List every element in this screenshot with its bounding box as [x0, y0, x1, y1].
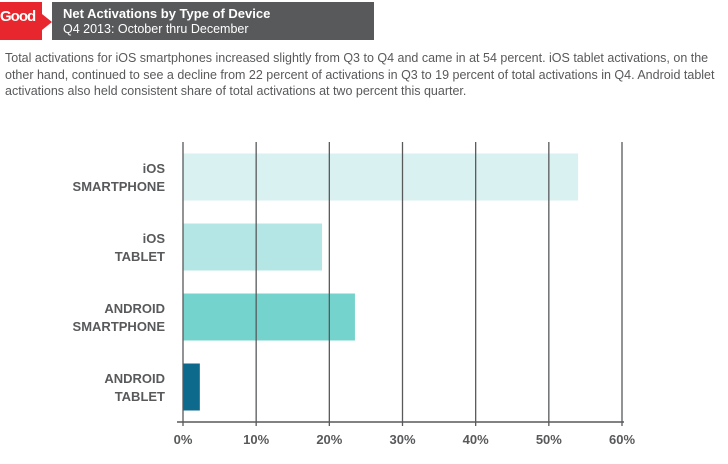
chart-subtitle: Q4 2013: October thru December	[63, 22, 249, 36]
x-tick-label-4: 40%	[463, 432, 489, 447]
category-label-3-line-1: TABLET	[115, 389, 165, 404]
title-bar: Net Activations by Type of Device Q4 201…	[52, 2, 374, 40]
bar-2	[183, 293, 355, 341]
category-label-3-line-0: ANDROID	[104, 371, 165, 386]
chart-header: Good Net Activations by Type of Device Q…	[0, 2, 374, 40]
category-label-1-line-0: iOS	[143, 231, 166, 246]
x-tick-label-2: 20%	[316, 432, 342, 447]
logo-text: Good	[0, 8, 36, 25]
category-label-0-line-0: iOS	[143, 161, 166, 176]
x-tick-label-3: 30%	[389, 432, 415, 447]
category-label-2-line-1: SMARTPHONE	[73, 319, 166, 334]
x-tick-label-5: 50%	[536, 432, 562, 447]
bar-1	[183, 223, 323, 271]
x-tick-label-1: 10%	[243, 432, 269, 447]
category-label-0-line-1: SMARTPHONE	[73, 179, 166, 194]
chart-description: Total activations for iOS smartphones in…	[5, 51, 715, 98]
category-label-2-line-0: ANDROID	[104, 301, 165, 316]
x-tick-label-6: 60%	[609, 432, 635, 447]
x-tick-label-0: 0%	[174, 432, 193, 447]
bar-3	[183, 363, 200, 411]
chart-title: Net Activations by Type of Device	[63, 6, 271, 21]
category-label-1-line-1: TABLET	[115, 249, 165, 264]
bar-0	[183, 153, 579, 201]
good-logo: Good	[0, 2, 42, 40]
logo-arrow-icon	[42, 14, 52, 30]
